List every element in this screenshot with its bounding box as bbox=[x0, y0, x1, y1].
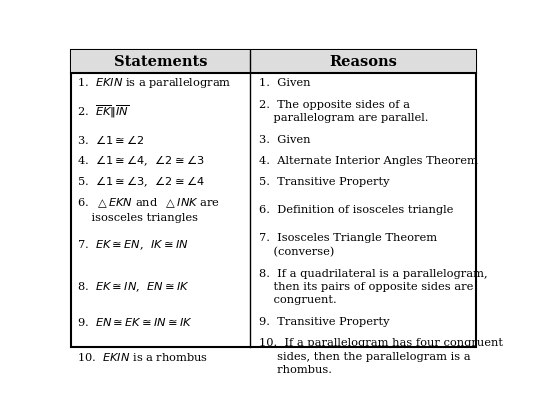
Text: Reasons: Reasons bbox=[329, 55, 397, 68]
Text: Statements: Statements bbox=[114, 55, 207, 68]
Text: 1.  $EKIN$ is a parallelogram: 1. $EKIN$ is a parallelogram bbox=[77, 77, 231, 90]
Bar bbox=[251, 50, 475, 73]
Text: 1.  Given: 1. Given bbox=[259, 79, 310, 88]
Text: 9.  $EN \cong EK \cong IN \cong IK$: 9. $EN \cong EK \cong IN \cong IK$ bbox=[77, 316, 193, 328]
Text: 8.  If a quadrilateral is a parallelogram,
    then its pairs of opposite sides : 8. If a quadrilateral is a parallelogram… bbox=[259, 269, 487, 305]
Text: 7.  Isosceles Triangle Theorem
    (converse): 7. Isosceles Triangle Theorem (converse) bbox=[259, 233, 437, 257]
Text: 2.  The opposite sides of a
    parallelogram are parallel.: 2. The opposite sides of a parallelogram… bbox=[259, 100, 428, 123]
Text: 5.  Transitive Property: 5. Transitive Property bbox=[259, 177, 389, 187]
Text: 8.  $EK \cong IN$,  $EN \cong IK$: 8. $EK \cong IN$, $EN \cong IK$ bbox=[77, 280, 190, 294]
Text: 6.  Definition of isosceles triangle: 6. Definition of isosceles triangle bbox=[259, 205, 453, 215]
Text: 9.  Transitive Property: 9. Transitive Property bbox=[259, 317, 389, 327]
Text: 3.  Given: 3. Given bbox=[259, 135, 310, 145]
Text: 5.  $\angle 1 \cong \angle 3$,  $\angle 2 \cong \angle 4$: 5. $\angle 1 \cong \angle 3$, $\angle 2 … bbox=[77, 175, 205, 189]
Text: 10.  If a parallelogram has four congruent
     sides, then the parallelogram is: 10. If a parallelogram has four congruen… bbox=[259, 338, 503, 375]
Text: 2.  $\overline{EK} \| \overline{IN}$: 2. $\overline{EK} \| \overline{IN}$ bbox=[77, 103, 129, 120]
Text: 7.  $EK \cong EN$,  $IK \cong IN$: 7. $EK \cong EN$, $IK \cong IN$ bbox=[77, 238, 189, 252]
Bar bbox=[71, 50, 251, 73]
Text: 3.  $\angle 1 \cong \angle 2$: 3. $\angle 1 \cong \angle 2$ bbox=[77, 133, 144, 146]
Text: 4.  $\angle 1 \cong \angle 4$,  $\angle 2 \cong \angle 3$: 4. $\angle 1 \cong \angle 4$, $\angle 2 … bbox=[77, 154, 205, 168]
Text: 4.  Alternate Interior Angles Theorem: 4. Alternate Interior Angles Theorem bbox=[259, 156, 478, 166]
Text: 10.  $EKIN$ is a rhombus: 10. $EKIN$ is a rhombus bbox=[77, 351, 208, 363]
Text: 6.  $\triangle EKN$ and  $\triangle INK$ are
    isosceles triangles: 6. $\triangle EKN$ and $\triangle INK$ a… bbox=[77, 197, 220, 224]
